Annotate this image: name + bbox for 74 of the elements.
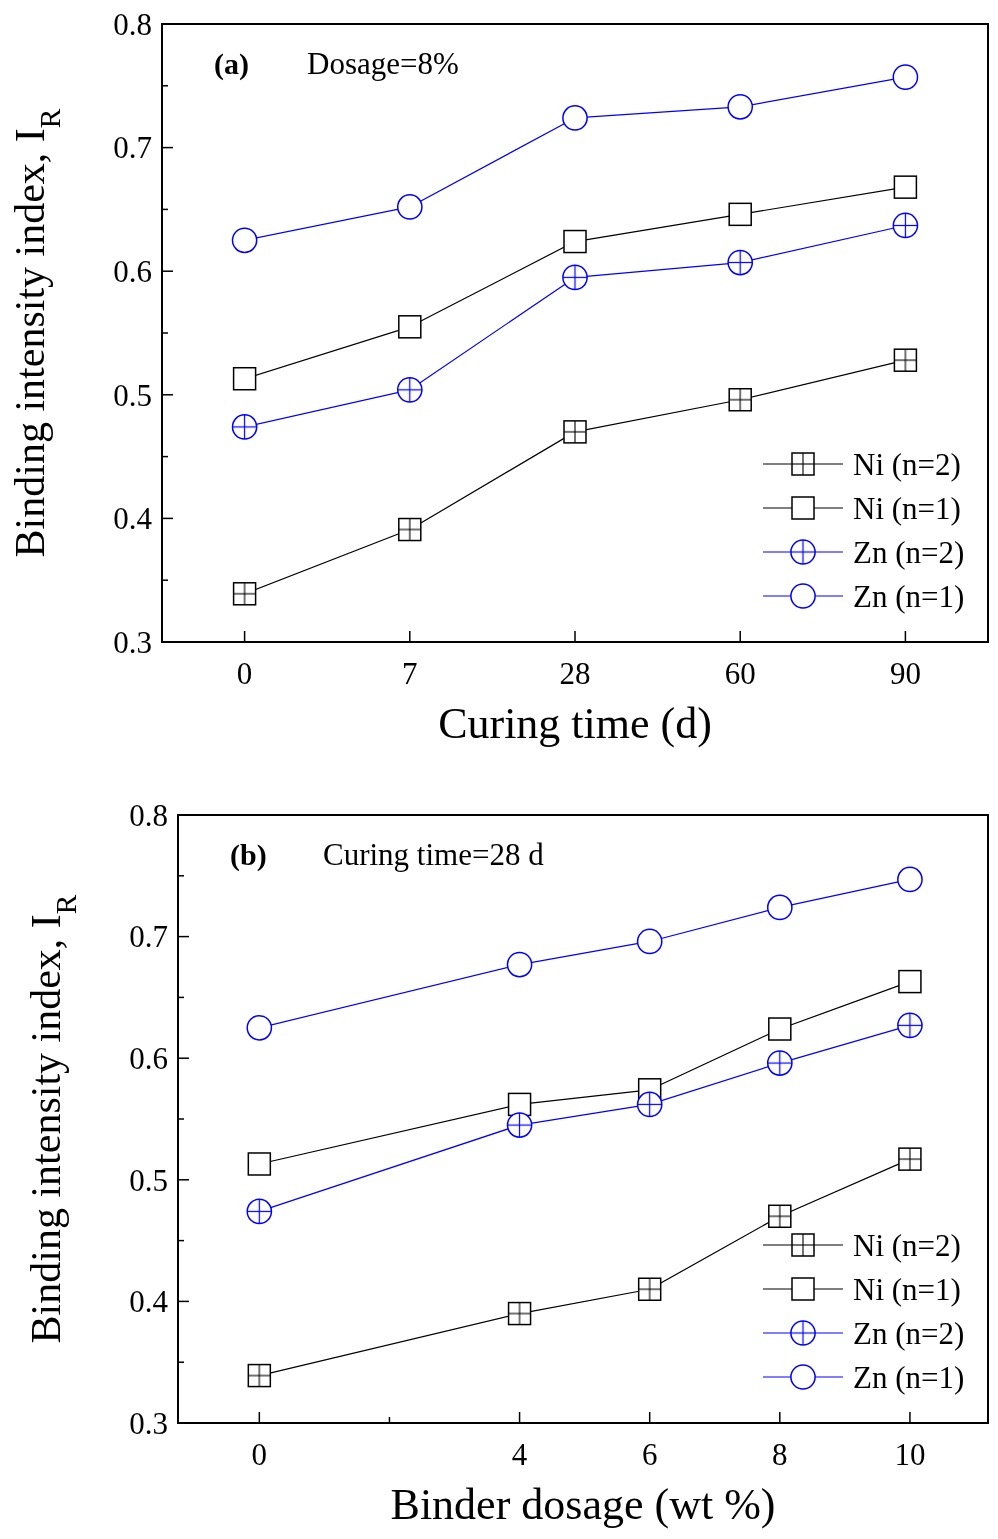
legend-label: Zn (n=1) [853, 578, 965, 614]
point [398, 517, 422, 542]
y-tick-label: 0.8 [113, 6, 152, 42]
point [396, 194, 423, 220]
point [892, 212, 919, 239]
point [231, 227, 258, 254]
point [728, 387, 752, 412]
point [506, 951, 533, 978]
y-tick-label: 0.7 [129, 919, 168, 955]
x-axis-title: Binder dosage (wt %) [390, 1480, 776, 1529]
point [636, 1091, 663, 1118]
y-tick-label: 0.5 [113, 377, 152, 413]
point [507, 1301, 532, 1326]
annotation: (a) [214, 47, 249, 81]
point [768, 1017, 792, 1041]
point [727, 249, 754, 276]
y-tick-label: 0.6 [113, 254, 152, 290]
x-tick-label: 0 [236, 656, 253, 691]
x-tick-label: 4 [511, 1437, 528, 1472]
point [893, 175, 918, 199]
point [563, 420, 587, 444]
point [893, 348, 918, 372]
point [766, 1050, 793, 1076]
point [232, 582, 257, 606]
point [897, 866, 923, 893]
point [898, 969, 922, 994]
point [898, 1147, 922, 1171]
point [563, 229, 587, 254]
point [247, 1152, 272, 1176]
y-tick-label: 0.6 [129, 1041, 168, 1077]
annotation: Dosage=8% [307, 46, 459, 81]
x-tick-label: 28 [559, 656, 591, 691]
point [247, 1363, 272, 1388]
point [396, 377, 423, 403]
legend-label: Zn (n=1) [853, 1359, 965, 1395]
y-tick-label: 0.7 [113, 130, 152, 166]
annotation: Curing time=28 d [323, 837, 545, 872]
point [246, 1198, 273, 1225]
y-tick-label: 0.3 [113, 624, 152, 660]
point [562, 264, 588, 291]
point [637, 1277, 662, 1301]
point [768, 1204, 792, 1229]
y-tick-label: 0.3 [129, 1405, 168, 1441]
legend-label: Ni (n=1) [853, 490, 961, 526]
y-tick-label: 0.5 [129, 1162, 168, 1198]
x-tick-label: 90 [889, 656, 921, 691]
y-tick-label: 0.4 [129, 1284, 169, 1320]
x-tick-label: 7 [402, 656, 418, 691]
point [892, 64, 919, 90]
annotation: (b) [230, 838, 267, 872]
y-tick-label: 0.8 [129, 797, 168, 833]
point [232, 366, 257, 391]
x-axis-title: Curing time (d) [438, 699, 712, 748]
point [506, 1112, 533, 1138]
x-tick-label: 6 [641, 1437, 658, 1472]
point [727, 93, 754, 120]
point [231, 414, 258, 440]
point [728, 202, 752, 227]
x-tick-label: 60 [724, 656, 756, 691]
point [246, 1014, 273, 1041]
point [636, 928, 663, 955]
legend-label: Zn (n=2) [853, 534, 965, 570]
legend-label: Ni (n=1) [853, 1271, 961, 1307]
point [897, 1012, 923, 1039]
point [398, 315, 422, 339]
x-tick-label: 8 [772, 1437, 788, 1472]
y-tick-label: 0.4 [113, 501, 153, 537]
point [562, 105, 588, 131]
legend-label: Ni (n=2) [853, 1227, 961, 1263]
point [766, 894, 793, 921]
legend-label: Zn (n=2) [853, 1315, 965, 1351]
x-tick-label: 10 [894, 1437, 926, 1472]
x-tick-label: 0 [251, 1437, 268, 1472]
legend-label: Ni (n=2) [853, 446, 961, 482]
